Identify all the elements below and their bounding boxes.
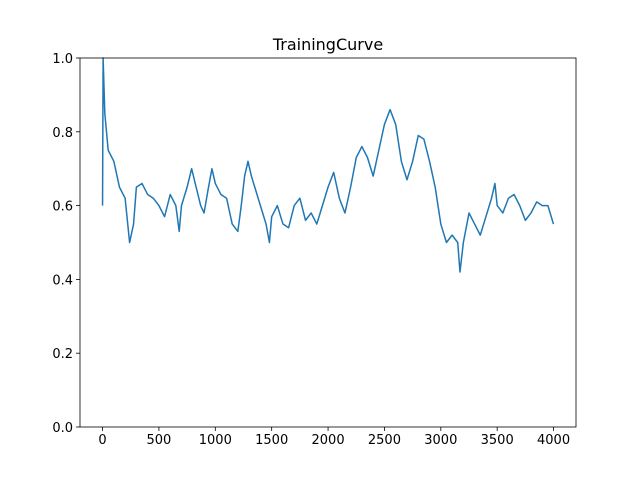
x-tick-label: 1500 [255,433,288,448]
x-tick-label: 0 [98,433,106,448]
y-tick-label: 0.4 [52,273,73,288]
x-tick-label: 2000 [312,433,345,448]
x-tick-label: 500 [147,433,172,448]
y-tick-label: 0.0 [52,421,73,436]
x-tick-label: 1000 [199,433,232,448]
x-tick-label: 3500 [481,433,514,448]
plot-frame [79,57,577,428]
x-tick-label: 4000 [537,433,570,448]
chart-title: TrainingCurve [272,35,383,54]
line [101,57,555,273]
x-tick-label: 2500 [368,433,401,448]
y-tick-label: 1.0 [52,52,73,67]
y-tick-label: 0.2 [52,347,73,362]
x-tick-label: 3000 [424,433,457,448]
y-tick-label: 0.6 [52,200,73,215]
y-tick-label: 0.8 [52,126,73,141]
